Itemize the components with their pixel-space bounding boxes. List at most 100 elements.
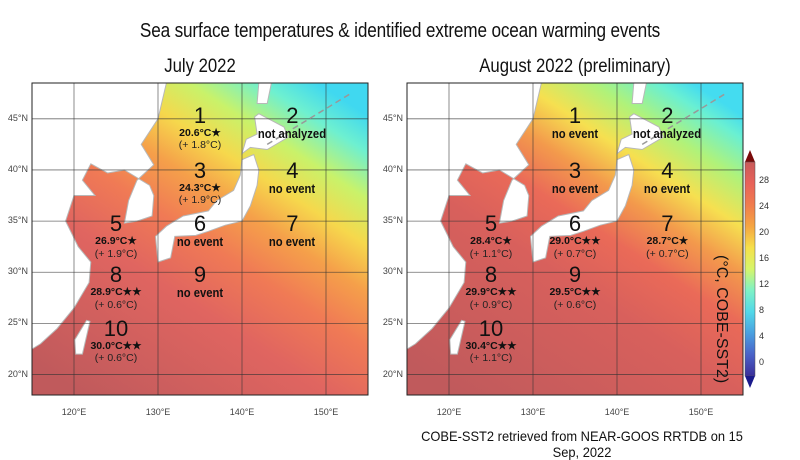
region-1-label: 1 20.6°C★ (+ 1.8°C) bbox=[155, 102, 245, 152]
region-temperature: 28.4°C★ bbox=[470, 235, 512, 248]
colorbar-tick-label: 4 bbox=[759, 331, 765, 342]
land-mass bbox=[74, 319, 91, 355]
region-temperature: 26.9°C★ bbox=[95, 235, 137, 248]
latitude-tick-label: 20°N bbox=[382, 368, 403, 379]
region-status: no event bbox=[176, 235, 224, 250]
map-panel-july: 45°N 40°N 35°N 30°N 25°N 20°N 120°E 130°E 140°E 1… bbox=[8, 82, 369, 417]
longitude-tick-label: 130°E bbox=[520, 407, 546, 417]
region-anomaly: (+ 0.7°C) bbox=[553, 247, 597, 260]
boundary-dashed-line bbox=[266, 92, 352, 146]
region-anomaly: (+ 0.7°C) bbox=[646, 247, 689, 260]
region-5-label: 5 26.9°C★ (+ 1.9°C) bbox=[71, 213, 161, 259]
region-number: 9 bbox=[568, 262, 582, 288]
region-number: 10 bbox=[478, 315, 504, 341]
region-number: 7 bbox=[286, 211, 299, 237]
region-temperature: 29.9°C★★ bbox=[465, 286, 517, 299]
region-number: 7 bbox=[661, 211, 674, 237]
colorbar-tick-label: 16 bbox=[759, 253, 770, 264]
region-5-label: 5 28.4°C★ (+ 1.1°C) bbox=[446, 213, 536, 259]
colorbar-tick-label: 12 bbox=[759, 279, 770, 290]
region-temperature: 30.4°C★★ bbox=[465, 339, 517, 352]
latitude-tick-label: 25°N bbox=[7, 317, 28, 328]
region-status: no event bbox=[551, 181, 599, 196]
data-credit: COBE-SST2 retrieved from NEAR-GOOS RRTDB… bbox=[421, 428, 743, 460]
region-2-label: 2 not analyzed bbox=[247, 102, 337, 141]
longitude-tick-label: 150°E bbox=[688, 407, 714, 417]
panel-title-july: July 2022 bbox=[164, 56, 236, 77]
region-number: 10 bbox=[103, 315, 129, 341]
land-mass bbox=[529, 153, 635, 263]
region-temperature: 28.9°C★★ bbox=[90, 286, 142, 299]
region-8-label: 8 29.9°C★★ (+ 0.9°C) bbox=[446, 264, 536, 310]
longitude-tick-label: 150°E bbox=[313, 407, 339, 417]
region-anomaly: (+ 1.8°C) bbox=[178, 139, 222, 152]
region-number: 4 bbox=[661, 157, 674, 183]
region-6-label: 6 no event bbox=[155, 213, 245, 249]
map-frame bbox=[406, 82, 744, 396]
region-3-label: 3 24.3°C★ (+ 1.9°C) bbox=[155, 157, 245, 207]
region-anomaly: (+ 0.6°C) bbox=[553, 298, 597, 311]
region-number: 9 bbox=[193, 262, 207, 288]
region-anomaly: (+ 1.1°C) bbox=[469, 352, 513, 365]
latitude-tick-label: 30°N bbox=[382, 266, 403, 277]
region-number: 6 bbox=[193, 211, 207, 237]
longitude-tick-label: 130°E bbox=[145, 407, 171, 417]
colorbar-low-extend bbox=[745, 376, 755, 388]
longitude-tick-label: 120°E bbox=[436, 407, 462, 417]
region-7-label: 7 28.7°C★ (+ 0.7°C) bbox=[622, 213, 712, 259]
region-anomaly: (+ 1.1°C) bbox=[469, 247, 513, 260]
region-9-label: 9 no event bbox=[155, 264, 245, 300]
colorbar-tick-label: 28 bbox=[759, 175, 770, 186]
region-anomaly: (+ 1.9°C) bbox=[94, 247, 138, 260]
region-number: 8 bbox=[109, 262, 123, 288]
region-status: no event bbox=[269, 181, 316, 196]
region-status: not analyzed bbox=[258, 126, 327, 141]
map-frame bbox=[31, 82, 369, 396]
figure-title: Sea surface temperatures & identified ex… bbox=[139, 20, 661, 42]
boundary-dashed-line bbox=[641, 92, 727, 146]
longitude-tick-label: 140°E bbox=[604, 407, 630, 417]
region-anomaly: (+ 1.9°C) bbox=[178, 194, 222, 207]
region-anomaly: (+ 0.6°C) bbox=[94, 352, 138, 365]
colorbar-tick-label: 20 bbox=[759, 227, 770, 238]
region-10-label: 10 30.4°C★★ (+ 1.1°C) bbox=[446, 315, 536, 365]
region-temperature: 24.3°C★ bbox=[179, 181, 221, 194]
region-number: 1 bbox=[193, 102, 207, 128]
latitude-tick-label: 30°N bbox=[7, 266, 28, 277]
region-anomaly: (+ 0.9°C) bbox=[469, 298, 513, 311]
region-number: 3 bbox=[193, 157, 207, 183]
region-number: 5 bbox=[109, 211, 123, 237]
region-temperature: 20.6°C★ bbox=[179, 126, 221, 139]
region-number: 4 bbox=[286, 157, 299, 183]
land-mass bbox=[241, 113, 289, 155]
region-10-label: 10 30.0°C★★ (+ 0.6°C) bbox=[71, 315, 161, 365]
longitude-tick-label: 120°E bbox=[61, 407, 87, 417]
land-mass bbox=[616, 113, 664, 155]
map-panel-august: 45°N 40°N 35°N 30°N 25°N 20°N 120°E 130°E 140°E 1… bbox=[383, 82, 744, 417]
longitude-tick-label: 140°E bbox=[229, 407, 255, 417]
colorbar-gradient bbox=[744, 150, 756, 388]
latitude-tick-label: 25°N bbox=[382, 317, 403, 328]
region-status: no event bbox=[551, 126, 599, 141]
region-number: 2 bbox=[286, 102, 299, 128]
region-number: 1 bbox=[568, 102, 582, 128]
latitude-tick-label: 20°N bbox=[7, 368, 28, 379]
colorbar-bar bbox=[744, 161, 756, 377]
region-3-label: 3 no event bbox=[530, 159, 620, 196]
region-number: 6 bbox=[568, 211, 582, 237]
region-temperature: 28.7°C★ bbox=[646, 235, 689, 248]
sst-map bbox=[406, 82, 744, 396]
region-status: no event bbox=[176, 286, 224, 301]
region-status: no event bbox=[269, 235, 316, 250]
region-8-label: 8 28.9°C★★ (+ 0.6°C) bbox=[71, 264, 161, 310]
region-temperature: 29.5°C★★ bbox=[549, 286, 601, 299]
latitude-tick-label: 45°N bbox=[7, 112, 28, 123]
latitude-tick-label: 35°N bbox=[382, 215, 403, 226]
land-mass bbox=[449, 319, 466, 355]
region-status: no event bbox=[644, 181, 691, 196]
panel-title-august: August 2022 (preliminary) bbox=[479, 56, 671, 77]
colorbar-high-extend bbox=[745, 150, 755, 162]
region-1-label: 1 no event bbox=[530, 102, 620, 141]
latitude-tick-label: 40°N bbox=[7, 163, 28, 174]
region-2-label: 2 not analyzed bbox=[622, 104, 712, 141]
